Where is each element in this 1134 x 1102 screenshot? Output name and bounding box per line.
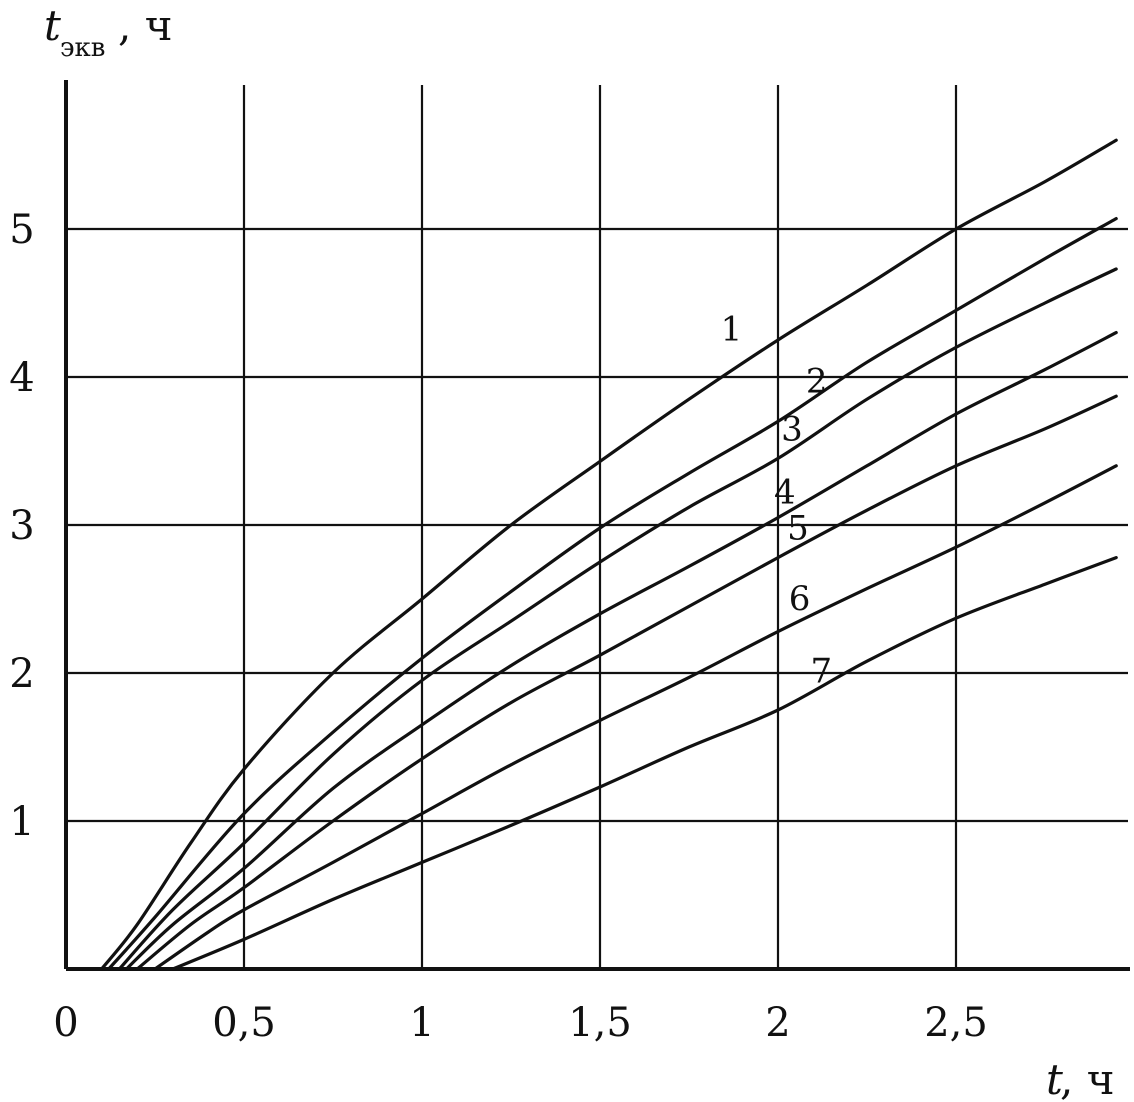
series-labels: 1 23 45 67 bbox=[721, 309, 833, 691]
x-tick-label: 1 bbox=[409, 1000, 434, 1046]
y-tick-label: 4 bbox=[9, 355, 34, 401]
series-line-4 bbox=[124, 331, 1118, 971]
x-tick-label: 2 bbox=[765, 1000, 790, 1046]
x-tick-label: 0 bbox=[53, 1000, 78, 1046]
series-line-5 bbox=[135, 394, 1118, 971]
series-line-3 bbox=[117, 267, 1118, 971]
y-tick-label: 1 bbox=[9, 799, 34, 845]
series-label-1: 1 bbox=[721, 309, 743, 349]
series-label-3: 3 bbox=[781, 409, 803, 449]
y-tick-label: 5 bbox=[9, 207, 34, 253]
series-line-2 bbox=[107, 217, 1118, 971]
series-label-4: 4 bbox=[774, 473, 796, 513]
x-tick-label: 1,5 bbox=[568, 1000, 632, 1046]
y-axis-title-unit: , ч bbox=[118, 1, 172, 50]
series-label-7: 7 bbox=[811, 651, 833, 691]
axes bbox=[64, 80, 1130, 971]
series-label-5: 5 bbox=[787, 509, 809, 549]
y-tick-label: 2 bbox=[9, 651, 34, 697]
series-label-2: 2 bbox=[806, 361, 828, 401]
series-line-7 bbox=[171, 556, 1118, 971]
series-line-1 bbox=[100, 138, 1118, 971]
curves bbox=[100, 138, 1118, 971]
x-axis-title-unit: , ч bbox=[1060, 1055, 1114, 1102]
x-tick-label: 2,5 bbox=[924, 1000, 988, 1046]
series-line-6 bbox=[153, 464, 1118, 971]
x-axis-title: t bbox=[1046, 1055, 1063, 1102]
y-tick-label: 3 bbox=[9, 503, 34, 549]
grid bbox=[66, 85, 1128, 969]
x-tick-label: 0,5 bbox=[212, 1000, 276, 1046]
series-label-6: 6 bbox=[789, 579, 811, 619]
y-axis-title: t bbox=[44, 1, 61, 50]
y-axis-title-subscript: экв bbox=[60, 33, 105, 63]
